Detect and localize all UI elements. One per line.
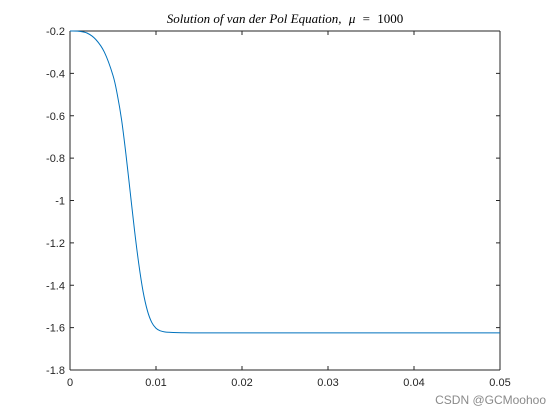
title-mu: μ [348,11,356,26]
x-tick-label: 0.05 [489,377,510,389]
x-tick-label: 0.03 [317,377,338,389]
plot-area [70,31,500,370]
y-tick-label: -1.8 [46,365,65,377]
y-tick-label: -1.4 [46,280,65,292]
x-tick-label: 0.04 [403,377,424,389]
title-value: 1000 [377,11,403,26]
axes: 0 0.01 0.02 0.03 0.04 0.05 -0.2 -0.4 -0.6 -0.8 -1 -… [46,26,511,389]
series-layer [69,30,500,334]
y-tick-label: -0.6 [46,111,65,123]
y-tick-label: -0.4 [46,68,65,80]
y-tick-label: -1 [55,196,65,208]
x-tick-label: 0 [67,377,73,389]
watermark: CSDN @GCMoohoo [435,393,546,407]
x-tick-label: 0.01 [145,377,166,389]
title-prefix: Solution of van der Pol Equation, [167,11,342,26]
y-tick-label: -0.2 [46,26,65,38]
series-line [69,30,500,334]
y-tick-label: -1.6 [46,323,65,335]
chart-title: Solution of van der Pol Equation, μ = 10… [167,11,403,26]
y-tick-label: -0.8 [46,153,65,165]
x-tick-label: 0.02 [231,377,252,389]
title-equals: = [363,11,370,26]
y-tick-label: -1.2 [46,238,65,250]
